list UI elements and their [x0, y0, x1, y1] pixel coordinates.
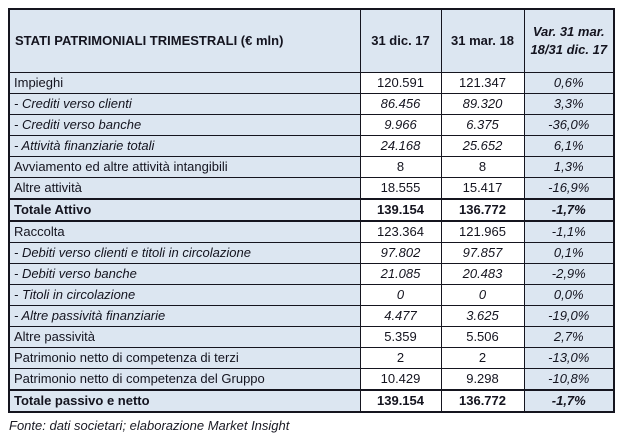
row-label: Totale passivo e netto: [8, 388, 361, 413]
value-variation: -36,0%: [523, 113, 615, 136]
value-31-dic-17: 5.359: [359, 325, 442, 348]
row-label: Patrimonio netto di competenza di terzi: [8, 346, 361, 369]
value-31-dic-17: 10.429: [359, 367, 442, 390]
value-variation: 3,3%: [523, 92, 615, 115]
row-label: Impieghi: [8, 71, 361, 94]
value-31-dic-17: 4.477: [359, 304, 442, 327]
table-body: Impieghi 120.591 121.347 0,6% - Crediti vers…: [8, 71, 615, 413]
source-note: Fonte: dati societari; elaborazione Mark…: [9, 417, 290, 433]
row-label: Raccolta: [8, 220, 361, 243]
value-31-dic-17: 97.802: [359, 241, 442, 264]
value-31-mar-18: 97.857: [440, 241, 525, 264]
balance-sheet-table: STATI PATRIMONIALI TRIMESTRALI (€ mln) 3…: [8, 8, 615, 413]
table-row: Raccolta 123.364 121.965 -1,1%: [8, 220, 615, 243]
value-variation: 6,1%: [523, 134, 615, 157]
table-row: - Debiti verso banche 21.085 20.483 -2,9%: [8, 262, 615, 285]
value-31-mar-18: 0: [440, 283, 525, 306]
value-variation: 2,7%: [523, 325, 615, 348]
value-variation: -1,7%: [523, 197, 615, 222]
row-label: - Altre passività finanziarie: [8, 304, 361, 327]
table-row: - Titoli in circolazione 0 0 0,0%: [8, 283, 615, 306]
row-label: Totale Attivo: [8, 197, 361, 222]
document-page: STATI PATRIMONIALI TRIMESTRALI (€ mln) 3…: [0, 8, 620, 441]
column-header-variation: Var. 31 mar. 18/31 dic. 17: [523, 8, 615, 73]
value-31-mar-18: 121.347: [440, 71, 525, 94]
row-label: - Titoli in circolazione: [8, 283, 361, 306]
value-variation: -1,7%: [523, 388, 615, 413]
value-31-mar-18: 3.625: [440, 304, 525, 327]
row-label: - Debiti verso clienti e titoli in circo…: [8, 241, 361, 264]
value-31-dic-17: 86.456: [359, 92, 442, 115]
table-row: - Altre passività finanziarie 4.477 3.625-…: [8, 304, 615, 327]
value-31-mar-18: 136.772: [440, 197, 525, 222]
table-title: STATI PATRIMONIALI TRIMESTRALI (€ mln): [8, 8, 361, 73]
value-31-dic-17: 9.966: [359, 113, 442, 136]
value-31-dic-17: 139.154: [359, 388, 442, 413]
column-header-31-mar-18: 31 mar. 18: [440, 8, 525, 73]
table-row: Avviamento ed altre attività intangibili…: [8, 155, 615, 178]
column-header-31-dic-17: 31 dic. 17: [359, 8, 442, 73]
table-row: Totale passivo e netto 139.154 136.772 -1,7…: [8, 388, 615, 413]
table-row: Totale Attivo 139.154 136.772 -1,7%: [8, 197, 615, 222]
row-label: - Crediti verso clienti: [8, 92, 361, 115]
value-31-dic-17: 120.591: [359, 71, 442, 94]
row-label: - Attività finanziarie totali: [8, 134, 361, 157]
value-31-mar-18: 25.652: [440, 134, 525, 157]
value-variation: 0,1%: [523, 241, 615, 264]
row-label: Altre attività: [8, 176, 361, 199]
value-variation: 0,0%: [523, 283, 615, 306]
value-31-dic-17: 139.154: [359, 197, 442, 222]
value-31-dic-17: 123.364: [359, 220, 442, 243]
table-row: Altre attività 18.555 15.417 -16,9%: [8, 176, 615, 199]
value-variation: -2,9%: [523, 262, 615, 285]
table-row: - Debiti verso clienti e titoli in circo…: [8, 241, 615, 264]
value-31-mar-18: 2: [440, 346, 525, 369]
value-variation: -19,0%: [523, 304, 615, 327]
header-row: STATI PATRIMONIALI TRIMESTRALI (€ mln) 3…: [8, 8, 615, 73]
table-row: Altre passività 5.359 5.506 2,7%: [8, 325, 615, 348]
value-31-mar-18: 8: [440, 155, 525, 178]
row-label: Patrimonio netto di competenza del Grupp…: [8, 367, 361, 390]
value-variation: 1,3%: [523, 155, 615, 178]
table-row: - Crediti verso banche 9.966 6.375 -36,0%: [8, 113, 615, 136]
value-31-dic-17: 8: [359, 155, 442, 178]
value-variation: 0,6%: [523, 71, 615, 94]
value-31-mar-18: 136.772: [440, 388, 525, 413]
value-31-mar-18: 9.298: [440, 367, 525, 390]
value-variation: -1,1%: [523, 220, 615, 243]
value-31-mar-18: 121.965: [440, 220, 525, 243]
row-label: Avviamento ed altre attività intangibili: [8, 155, 361, 178]
value-31-mar-18: 89.320: [440, 92, 525, 115]
value-31-dic-17: 21.085: [359, 262, 442, 285]
value-variation: -16,9%: [523, 176, 615, 199]
table-row: - Attività finanziarie totali 24.168 25.65…: [8, 134, 615, 157]
value-31-dic-17: 24.168: [359, 134, 442, 157]
value-31-dic-17: 18.555: [359, 176, 442, 199]
value-31-dic-17: 0: [359, 283, 442, 306]
table-row: Impieghi 120.591 121.347 0,6%: [8, 71, 615, 94]
value-31-mar-18: 6.375: [440, 113, 525, 136]
value-variation: -10,8%: [523, 367, 615, 390]
row-label: Altre passività: [8, 325, 361, 348]
value-31-dic-17: 2: [359, 346, 442, 369]
row-label: - Crediti verso banche: [8, 113, 361, 136]
row-label: - Debiti verso banche: [8, 262, 361, 285]
table-row: Patrimonio netto di competenza del Grupp…: [8, 367, 615, 390]
table-row: Patrimonio netto di competenza di terzi 2…: [8, 346, 615, 369]
value-variation: -13,0%: [523, 346, 615, 369]
value-31-mar-18: 15.417: [440, 176, 525, 199]
value-31-mar-18: 20.483: [440, 262, 525, 285]
table-row: - Crediti verso clienti 86.456 89.320 3,3%: [8, 92, 615, 115]
value-31-mar-18: 5.506: [440, 325, 525, 348]
